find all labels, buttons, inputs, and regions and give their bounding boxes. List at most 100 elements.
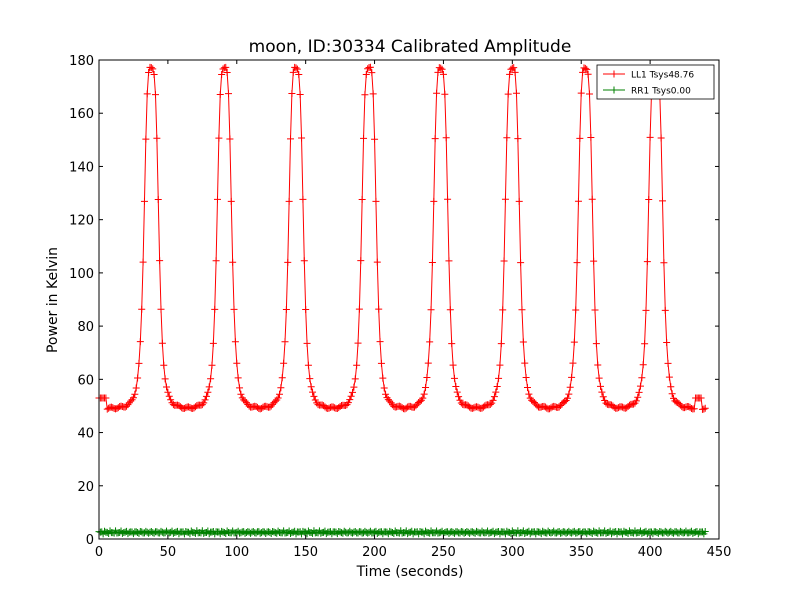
ll1-series-point bbox=[311, 396, 319, 404]
ll1-series-point bbox=[157, 305, 165, 313]
ll1-series-point bbox=[572, 306, 580, 314]
ll1-series-point bbox=[386, 397, 394, 405]
ll1-series-point bbox=[584, 70, 592, 78]
ll1-series-point bbox=[371, 135, 379, 143]
ll1-series-point bbox=[661, 306, 669, 314]
ll1-series-point bbox=[284, 258, 292, 266]
ll1-series-point bbox=[444, 195, 452, 203]
ll1-series-point bbox=[236, 384, 244, 392]
ll1-series-point bbox=[304, 361, 312, 369]
ll1-series-point bbox=[368, 69, 376, 77]
ll1-series-point bbox=[639, 361, 647, 369]
ll1-series-point bbox=[437, 64, 445, 72]
ll1-series-point bbox=[453, 388, 461, 396]
y-tick-label: 100 bbox=[69, 267, 94, 282]
y-tick-label: 80 bbox=[77, 320, 94, 335]
ll1-series-point bbox=[158, 339, 166, 347]
ll1-series-point bbox=[590, 257, 598, 265]
ll1-series-point bbox=[592, 340, 600, 348]
ll1-series-point bbox=[132, 384, 140, 392]
ll1-series-point bbox=[506, 70, 514, 78]
ll1-series-point bbox=[660, 259, 668, 267]
ll1-series-point bbox=[216, 91, 224, 99]
ll1-series-point bbox=[664, 359, 672, 367]
ll1-series-point bbox=[369, 90, 377, 98]
ll1-series-point bbox=[287, 135, 295, 143]
ll1-series-point bbox=[222, 63, 230, 71]
ll1-series-point bbox=[419, 394, 427, 402]
ll1-series-point bbox=[149, 65, 157, 73]
ll1-series-point bbox=[523, 383, 531, 391]
ll1-series-point bbox=[293, 65, 301, 73]
ll1-series-point bbox=[697, 394, 705, 402]
ll1-series-point bbox=[566, 383, 574, 391]
ll1-series-point bbox=[427, 306, 435, 314]
ll1-series-point bbox=[579, 68, 587, 76]
ll1-series-point bbox=[510, 64, 518, 72]
ll1-series-point bbox=[151, 91, 159, 99]
ll1-series-point bbox=[362, 70, 370, 78]
ll1-series-point bbox=[373, 258, 381, 266]
ll1-series-point bbox=[142, 135, 150, 143]
ll1-series-point bbox=[277, 384, 285, 392]
ll1-series-point bbox=[306, 375, 314, 383]
y-tick-label: 180 bbox=[69, 54, 94, 69]
ll1-series-point bbox=[665, 373, 673, 381]
ll1-series-point bbox=[145, 69, 153, 77]
ll1-series-point bbox=[223, 68, 231, 76]
ll1-series-point bbox=[380, 384, 388, 392]
ll1-series-point bbox=[569, 359, 577, 367]
y-tick-label: 140 bbox=[69, 160, 94, 175]
ll1-series-point bbox=[588, 195, 596, 203]
ll1-series-point bbox=[522, 374, 530, 382]
ll1-series-point bbox=[200, 399, 208, 407]
ll1-series-point bbox=[517, 259, 525, 267]
ll1-series-point bbox=[167, 396, 175, 404]
ll1-series-point bbox=[439, 70, 447, 78]
y-axis-title: Power in Kelvin bbox=[45, 247, 61, 353]
ll1-series-point bbox=[442, 134, 450, 142]
ll1-series-point bbox=[438, 65, 446, 73]
ll1-series-point bbox=[511, 68, 519, 76]
ll1-series-point bbox=[231, 338, 239, 346]
ll1-series-point bbox=[512, 89, 520, 97]
ll1-series-point bbox=[280, 359, 288, 367]
x-tick-label: 50 bbox=[160, 545, 177, 560]
plot-series bbox=[95, 63, 709, 538]
ll1-series-point bbox=[700, 405, 708, 413]
ll1-series-point bbox=[431, 135, 439, 143]
ll1-series-point bbox=[136, 338, 144, 346]
ll1-series-point bbox=[428, 259, 436, 267]
legend-swatch-marker bbox=[610, 70, 618, 78]
ll1-series-point bbox=[641, 340, 649, 348]
ll1-series-point bbox=[201, 396, 209, 404]
ll1-series-point bbox=[302, 306, 310, 314]
ll1-series-point bbox=[138, 305, 146, 313]
ll1-series-point bbox=[563, 394, 571, 402]
ll1-series-point bbox=[645, 195, 653, 203]
ll1-series-point bbox=[360, 134, 368, 142]
ll1-series-point bbox=[382, 390, 390, 398]
y-axis: 0 20 40 60 80 100 120 140 160 180 bbox=[69, 54, 719, 548]
ll1-series-point bbox=[164, 388, 172, 396]
ll1-series-point bbox=[161, 375, 169, 383]
ll1-series-point bbox=[309, 388, 317, 396]
ll1-series-point bbox=[298, 134, 306, 142]
ll1-series-point bbox=[598, 388, 606, 396]
y-tick-label: 120 bbox=[69, 214, 94, 229]
ll1-series-point bbox=[211, 305, 219, 313]
ll1-series-point bbox=[102, 394, 110, 402]
ll1-series-point bbox=[207, 375, 215, 383]
legend-label: RR1 Tsys0.00 bbox=[631, 87, 691, 97]
ll1-series-point bbox=[500, 257, 508, 265]
ll1-series-point bbox=[490, 393, 498, 401]
ll1-series-point bbox=[354, 339, 362, 347]
ll1-series-point bbox=[663, 339, 671, 347]
ll1-series-point bbox=[450, 374, 458, 382]
ll1-series-point bbox=[150, 70, 158, 78]
ll1-series-point bbox=[129, 394, 137, 402]
ll1-series-point bbox=[204, 388, 212, 396]
ll1-series-point bbox=[587, 134, 595, 142]
ll1-series-point bbox=[143, 90, 151, 98]
ll1-series-point bbox=[574, 197, 582, 205]
